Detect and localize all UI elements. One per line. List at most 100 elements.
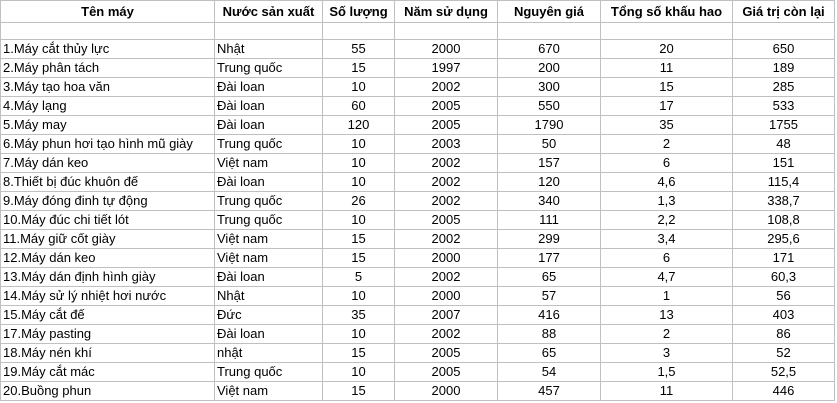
quantity-cell[interactable]: 35 (322, 305, 395, 325)
original-cost-cell[interactable]: 200 (497, 58, 601, 78)
original-cost-cell[interactable]: 457 (497, 381, 601, 401)
remaining-value-cell[interactable]: 403 (732, 305, 835, 325)
machine-name-cell[interactable]: 7.Máy dán keo (0, 153, 215, 173)
remaining-value-cell[interactable]: 446 (732, 381, 835, 401)
country-cell[interactable]: Việt nam (214, 381, 323, 401)
depreciation-cell[interactable]: 11 (600, 381, 733, 401)
empty-cell[interactable] (0, 22, 215, 40)
machine-name-cell[interactable]: 8.Thiết bị đúc khuôn đế (0, 172, 215, 192)
empty-cell[interactable] (214, 22, 323, 40)
header-cell-so-luong[interactable]: Số lượng (322, 0, 395, 23)
depreciation-cell[interactable]: 20 (600, 39, 733, 59)
remaining-value-cell[interactable]: 52 (732, 343, 835, 363)
country-cell[interactable]: Việt nam (214, 153, 323, 173)
original-cost-cell[interactable]: 111 (497, 210, 601, 230)
machine-name-cell[interactable]: 15.Máy cắt đế (0, 305, 215, 325)
remaining-value-cell[interactable]: 285 (732, 77, 835, 97)
empty-cell[interactable] (322, 22, 395, 40)
quantity-cell[interactable]: 55 (322, 39, 395, 59)
country-cell[interactable]: Trung quốc (214, 191, 323, 211)
header-cell-nam-su-dung[interactable]: Năm sử dụng (394, 0, 498, 23)
remaining-value-cell[interactable]: 86 (732, 324, 835, 344)
empty-cell[interactable] (600, 22, 733, 40)
depreciation-cell[interactable]: 2 (600, 324, 733, 344)
year-cell[interactable]: 2002 (394, 229, 498, 249)
depreciation-cell[interactable]: 6 (600, 153, 733, 173)
depreciation-cell[interactable]: 11 (600, 58, 733, 78)
country-cell[interactable]: Đức (214, 305, 323, 325)
country-cell[interactable]: Trung quốc (214, 58, 323, 78)
depreciation-cell[interactable]: 2 (600, 134, 733, 154)
year-cell[interactable]: 2003 (394, 134, 498, 154)
empty-cell[interactable] (497, 22, 601, 40)
remaining-value-cell[interactable]: 56 (732, 286, 835, 306)
year-cell[interactable]: 1997 (394, 58, 498, 78)
quantity-cell[interactable]: 15 (322, 248, 395, 268)
remaining-value-cell[interactable]: 171 (732, 248, 835, 268)
remaining-value-cell[interactable]: 338,7 (732, 191, 835, 211)
year-cell[interactable]: 2005 (394, 96, 498, 116)
original-cost-cell[interactable]: 300 (497, 77, 601, 97)
country-cell[interactable]: Trung quốc (214, 362, 323, 382)
depreciation-cell[interactable]: 4,6 (600, 172, 733, 192)
country-cell[interactable]: Nhật (214, 39, 323, 59)
depreciation-cell[interactable]: 13 (600, 305, 733, 325)
quantity-cell[interactable]: 10 (322, 286, 395, 306)
country-cell[interactable]: Việt nam (214, 248, 323, 268)
depreciation-cell[interactable]: 3,4 (600, 229, 733, 249)
machine-name-cell[interactable]: 1.Máy cắt thủy lực (0, 39, 215, 59)
year-cell[interactable]: 2005 (394, 362, 498, 382)
country-cell[interactable]: Đài loan (214, 77, 323, 97)
original-cost-cell[interactable]: 120 (497, 172, 601, 192)
country-cell[interactable]: nhật (214, 343, 323, 363)
remaining-value-cell[interactable]: 52,5 (732, 362, 835, 382)
quantity-cell[interactable]: 26 (322, 191, 395, 211)
depreciation-cell[interactable]: 1,5 (600, 362, 733, 382)
original-cost-cell[interactable]: 88 (497, 324, 601, 344)
year-cell[interactable]: 2002 (394, 324, 498, 344)
remaining-value-cell[interactable]: 108,8 (732, 210, 835, 230)
original-cost-cell[interactable]: 416 (497, 305, 601, 325)
original-cost-cell[interactable]: 65 (497, 343, 601, 363)
original-cost-cell[interactable]: 177 (497, 248, 601, 268)
depreciation-cell[interactable]: 4,7 (600, 267, 733, 287)
original-cost-cell[interactable]: 57 (497, 286, 601, 306)
country-cell[interactable]: Trung quốc (214, 210, 323, 230)
year-cell[interactable]: 2002 (394, 191, 498, 211)
year-cell[interactable]: 2000 (394, 381, 498, 401)
country-cell[interactable]: Nhật (214, 286, 323, 306)
depreciation-cell[interactable]: 3 (600, 343, 733, 363)
machine-name-cell[interactable]: 14.Máy sử lý nhiệt hơi nước (0, 286, 215, 306)
year-cell[interactable]: 2007 (394, 305, 498, 325)
quantity-cell[interactable]: 10 (322, 77, 395, 97)
country-cell[interactable]: Đài loan (214, 172, 323, 192)
machine-name-cell[interactable]: 3.Máy tạo hoa văn (0, 77, 215, 97)
depreciation-cell[interactable]: 2,2 (600, 210, 733, 230)
year-cell[interactable]: 2002 (394, 153, 498, 173)
quantity-cell[interactable]: 120 (322, 115, 395, 135)
quantity-cell[interactable]: 15 (322, 58, 395, 78)
country-cell[interactable]: Đài loan (214, 267, 323, 287)
depreciation-cell[interactable]: 35 (600, 115, 733, 135)
machine-name-cell[interactable]: 4.Máy lạng (0, 96, 215, 116)
machine-name-cell[interactable]: 13.Máy dán định hình giày (0, 267, 215, 287)
machine-name-cell[interactable]: 19.Máy cắt mác (0, 362, 215, 382)
original-cost-cell[interactable]: 1790 (497, 115, 601, 135)
machine-name-cell[interactable]: 6.Máy phun hơi tạo hình mũ giày (0, 134, 215, 154)
remaining-value-cell[interactable]: 151 (732, 153, 835, 173)
year-cell[interactable]: 2005 (394, 343, 498, 363)
country-cell[interactable]: Đài loan (214, 96, 323, 116)
quantity-cell[interactable]: 15 (322, 229, 395, 249)
depreciation-cell[interactable]: 15 (600, 77, 733, 97)
remaining-value-cell[interactable]: 533 (732, 96, 835, 116)
header-cell-nguyen-gia[interactable]: Nguyên giá (497, 0, 601, 23)
original-cost-cell[interactable]: 157 (497, 153, 601, 173)
year-cell[interactable]: 2000 (394, 286, 498, 306)
depreciation-cell[interactable]: 1 (600, 286, 733, 306)
machine-name-cell[interactable]: 5.Máy may (0, 115, 215, 135)
quantity-cell[interactable]: 10 (322, 153, 395, 173)
original-cost-cell[interactable]: 550 (497, 96, 601, 116)
year-cell[interactable]: 2005 (394, 115, 498, 135)
quantity-cell[interactable]: 10 (322, 324, 395, 344)
remaining-value-cell[interactable]: 295,6 (732, 229, 835, 249)
